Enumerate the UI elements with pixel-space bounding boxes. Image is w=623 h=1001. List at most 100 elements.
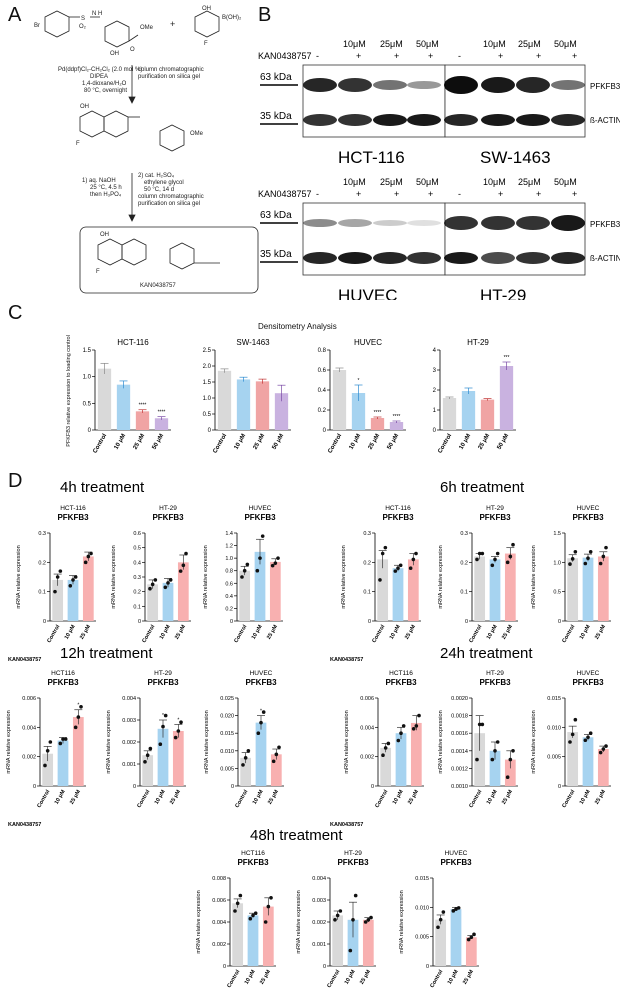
data-point bbox=[246, 749, 251, 753]
bar bbox=[489, 750, 501, 786]
data-point bbox=[253, 911, 258, 915]
band-pfkfb3 bbox=[303, 219, 337, 227]
bar bbox=[410, 722, 422, 786]
y-tick-label: 0.005 bbox=[415, 935, 429, 941]
conc-label: 50μM bbox=[416, 177, 439, 187]
y-tick-label: 0 bbox=[323, 964, 326, 970]
data-point bbox=[396, 566, 400, 570]
data-point bbox=[261, 710, 266, 714]
data-point bbox=[475, 757, 479, 762]
bar bbox=[332, 915, 344, 966]
y-tick-label: 0.2 bbox=[133, 590, 141, 596]
y-tick-label: 0.004 bbox=[212, 920, 226, 926]
bar bbox=[162, 582, 174, 621]
data-point bbox=[604, 545, 608, 550]
data-point bbox=[184, 551, 188, 556]
treatment-label: KAN0438757 bbox=[330, 657, 363, 663]
data-point bbox=[240, 575, 244, 579]
data-point bbox=[466, 937, 471, 942]
data-point bbox=[274, 752, 279, 757]
step2b-line-3: 50 °C, 14 d bbox=[144, 187, 174, 193]
data-point bbox=[153, 578, 158, 582]
data-point bbox=[256, 731, 261, 735]
y-tick-label: 0.005 bbox=[547, 755, 561, 761]
x-tick-label: 25 μM bbox=[174, 624, 187, 641]
y-tick-label: 0.006 bbox=[360, 696, 374, 702]
bar bbox=[157, 728, 169, 786]
treatment-label: KAN0438757 bbox=[8, 657, 41, 663]
data-point bbox=[277, 745, 281, 750]
boronic-b: B(OH)₂ bbox=[222, 15, 242, 21]
bar bbox=[380, 747, 392, 786]
bar bbox=[217, 370, 232, 430]
qpcr-cell-title: HT-29 bbox=[154, 670, 172, 677]
bar-chart-ht-29: 0 0.001 0.002 0.003 0.004 Control * 10 μM * 25 μM bbox=[122, 696, 186, 809]
kda-35: 35 kDa bbox=[260, 249, 292, 260]
bar bbox=[57, 740, 69, 786]
bar bbox=[97, 368, 112, 430]
bar bbox=[67, 579, 79, 621]
kda-63: 63 kDa bbox=[260, 72, 292, 83]
x-tick-label: 25 μM bbox=[253, 433, 267, 451]
reagent-ring-2 bbox=[104, 20, 130, 48]
bar bbox=[274, 393, 289, 430]
y-tick-label: 0.3 bbox=[460, 531, 468, 537]
bar bbox=[255, 381, 270, 430]
band-pfkfb3 bbox=[551, 215, 585, 231]
data-point bbox=[243, 756, 248, 760]
y-tick-label: 1.4 bbox=[225, 531, 233, 537]
qpcr-charts: 4h treatment 6h treatment 12h treatment 24h… bbox=[6, 479, 611, 989]
bar bbox=[72, 717, 84, 786]
data-point bbox=[61, 737, 65, 741]
significance-star: * bbox=[77, 703, 79, 709]
data-point bbox=[508, 757, 513, 762]
x-tick-label: 50 μM bbox=[387, 433, 401, 451]
band-actin bbox=[338, 114, 372, 126]
x-tick-label: Control bbox=[233, 624, 248, 644]
y-tick-label: 1.0 bbox=[203, 396, 212, 402]
band-actin bbox=[407, 114, 441, 126]
panel-letter-a: A bbox=[8, 4, 22, 26]
reagent-o2: O₂ bbox=[79, 24, 87, 30]
qpcr-ylabel: mRNA relative expression bbox=[111, 545, 117, 608]
y-tick-label: 2.5 bbox=[203, 348, 212, 354]
band-label-actin: ß-ACTIN bbox=[590, 116, 620, 125]
y-tick-label: 0.5 bbox=[83, 401, 92, 407]
bar bbox=[232, 903, 244, 966]
bar bbox=[236, 379, 251, 430]
significance-star: * bbox=[162, 713, 164, 719]
bar bbox=[270, 754, 282, 786]
significance-star: **** bbox=[139, 403, 147, 409]
panel-letter-d: D bbox=[8, 470, 23, 492]
y-tick-label: 0 bbox=[230, 619, 233, 625]
bar-chart-ht-29: 0 0.001 0.002 0.003 0.004 Control 10 μM 25 μM bbox=[312, 876, 376, 989]
bar-chart-huvec: 0 0.005 0.010 0.015 0.020 0.025 Control * 10 μM 2… bbox=[220, 696, 284, 809]
data-point bbox=[495, 740, 500, 744]
reagent-oh: OH bbox=[110, 51, 119, 57]
bar-chart-huvec: 0 0.2 0.4 0.6 0.8 1.0 1.2 1.4 Control 10 μM 25 μM bbox=[225, 531, 283, 644]
data-point bbox=[417, 713, 421, 718]
band-actin bbox=[516, 114, 550, 126]
reagent-ring-1 bbox=[44, 10, 70, 38]
x-tick-label: 25 μM bbox=[404, 624, 417, 641]
x-tick-label: 10 μM bbox=[349, 433, 363, 451]
reagent-o: O bbox=[130, 47, 135, 53]
qpcr-cell-title: HCT116 bbox=[389, 670, 413, 677]
data-point bbox=[493, 749, 497, 753]
x-tick-label: 25 μM bbox=[169, 789, 182, 806]
conc-label: 50μM bbox=[554, 177, 577, 187]
qpcr-ylabel: mRNA relative expression bbox=[531, 710, 537, 773]
x-tick-label: 10 μM bbox=[252, 789, 265, 806]
bar bbox=[262, 906, 274, 966]
prod-oh: OH bbox=[100, 232, 109, 238]
bar bbox=[42, 753, 54, 786]
data-point bbox=[166, 581, 170, 585]
qpcr-cell-title: HCT116 bbox=[241, 850, 265, 857]
band-actin bbox=[373, 252, 407, 264]
bar bbox=[499, 366, 514, 430]
sign-label: - bbox=[316, 51, 319, 61]
band-pfkfb3 bbox=[303, 78, 337, 92]
qpcr-gene-title: PFKFB3 bbox=[572, 513, 604, 522]
y-tick-label: 0.0010 bbox=[451, 784, 468, 790]
y-tick-label: 0 bbox=[138, 619, 141, 625]
